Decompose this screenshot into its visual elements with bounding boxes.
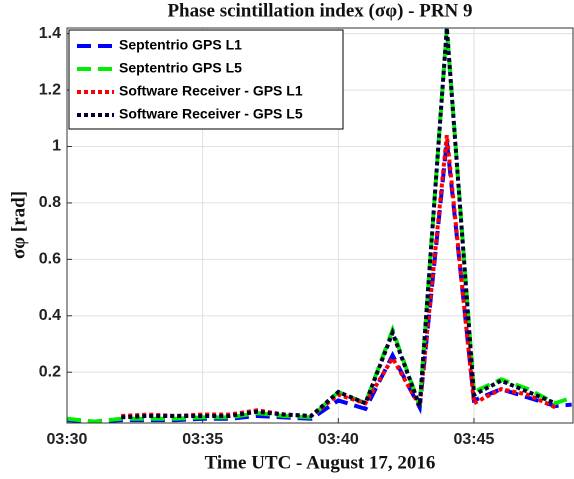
x-tick-label: 03:35 [182,431,223,448]
y-tick-label: 0.8 [39,194,61,211]
x-tick-label: 03:40 [318,431,359,448]
legend-label: Septentrio GPS L5 [119,60,242,76]
x-tick-label: 03:30 [47,431,88,448]
plot-frame [66,27,574,424]
legend-label: Software Receiver - GPS L1 [119,83,303,99]
y-tick-label: 0.2 [39,363,61,380]
x-axis-label: Time UTC - August 17, 2016 [205,452,436,473]
legend-label: Septentrio GPS L1 [119,37,242,53]
legend-label: Software Receiver - GPS L5 [119,106,303,122]
chart-title: Phase scintillation index (σφ) - PRN 9 [167,0,472,21]
series-line [67,28,573,423]
y-tick-label: 1.4 [39,25,61,42]
y-tick-label: 0.6 [39,251,61,268]
y-tick-label: 0.4 [39,307,61,324]
y-axis-label: σφ [rad] [8,191,29,259]
legend-box [68,29,344,130]
series-line [121,28,557,420]
x-tick-label: 03:45 [454,431,495,448]
y-tick-label: 1.2 [39,81,61,98]
y-tick-label: 1 [52,138,61,155]
